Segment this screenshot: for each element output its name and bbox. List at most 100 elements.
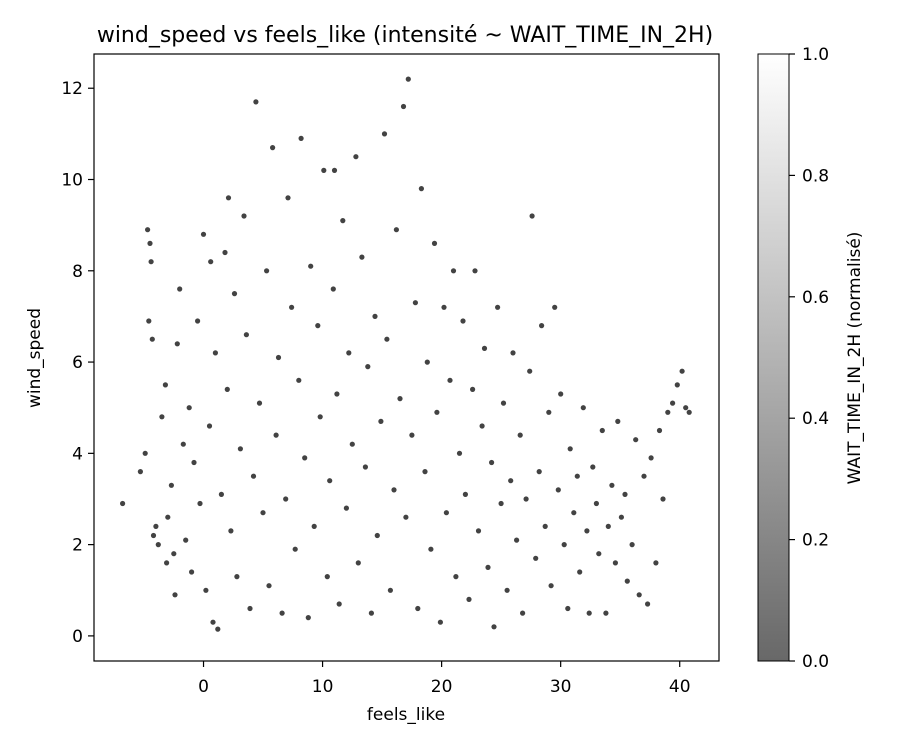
- data-point: [381, 131, 388, 137]
- x-axis-label: feels_like: [367, 705, 445, 725]
- data-point: [218, 491, 224, 497]
- data-point: [237, 446, 243, 452]
- data-point: [605, 523, 611, 530]
- data-point: [384, 336, 390, 342]
- data-point: [529, 213, 535, 219]
- data-point: [567, 446, 573, 452]
- data-point: [409, 432, 415, 438]
- data-point: [495, 304, 501, 310]
- colorbar-tick-label: 0.6: [802, 288, 829, 308]
- y-tick-label: 12: [61, 79, 83, 99]
- data-point: [590, 464, 596, 470]
- data-point: [266, 583, 272, 589]
- data-point: [359, 254, 365, 260]
- data-point: [397, 396, 403, 402]
- data-point: [660, 496, 666, 502]
- data-point: [289, 304, 295, 310]
- data-point: [283, 496, 289, 502]
- data-point: [174, 341, 180, 347]
- y-tick-label: 2: [72, 536, 83, 556]
- data-point: [558, 391, 564, 397]
- data-point: [155, 542, 161, 548]
- data-point: [472, 268, 478, 274]
- data-point: [378, 418, 384, 424]
- data-point: [533, 555, 539, 561]
- plot-frame: [93, 53, 720, 662]
- x-tick-label: 40: [669, 677, 691, 697]
- data-point: [520, 610, 526, 616]
- data-point: [470, 386, 476, 392]
- data-point: [200, 231, 207, 237]
- data-point: [171, 551, 177, 557]
- data-point: [656, 427, 663, 434]
- scatter-points: [120, 76, 692, 632]
- data-point: [270, 145, 276, 151]
- data-point: [665, 409, 671, 415]
- data-point: [622, 491, 628, 497]
- data-point: [460, 318, 466, 324]
- colorbar-ticks: 0.0 0.2 0.4 0.6 0.8 1.0: [789, 45, 829, 672]
- data-point: [146, 318, 152, 324]
- data-point: [247, 605, 253, 612]
- data-point: [191, 459, 197, 466]
- data-point: [599, 427, 605, 434]
- data-point: [308, 263, 314, 269]
- data-point: [539, 323, 545, 329]
- data-point: [231, 291, 238, 297]
- data-point: [393, 227, 399, 233]
- data-point: [674, 382, 680, 388]
- colorbar-label: WAIT_TIME_IN_2H (normalisé): [845, 232, 865, 485]
- data-point: [510, 350, 516, 356]
- chart-title: wind_speed vs feels_like (intensité ~ WA…: [97, 23, 713, 48]
- data-point: [186, 405, 192, 411]
- data-point: [183, 537, 189, 543]
- data-point: [481, 345, 488, 351]
- data-point: [142, 450, 148, 456]
- data-point: [228, 528, 234, 534]
- data-point: [670, 400, 676, 406]
- data-point: [542, 523, 548, 530]
- data-point: [641, 473, 647, 479]
- data-point: [203, 587, 209, 593]
- data-point: [215, 626, 221, 632]
- data-point: [353, 154, 359, 160]
- data-point: [324, 574, 330, 580]
- data-point: [636, 592, 642, 598]
- data-point: [418, 186, 424, 192]
- data-point: [365, 364, 371, 370]
- data-point: [645, 601, 651, 607]
- data-point: [571, 510, 577, 516]
- data-point: [296, 377, 302, 383]
- data-point: [633, 437, 639, 443]
- data-point: [253, 99, 259, 105]
- data-point: [208, 259, 214, 265]
- data-point: [462, 491, 468, 497]
- data-point: [475, 528, 482, 534]
- data-point: [374, 532, 380, 539]
- data-point: [453, 574, 459, 580]
- y-tick-label: 6: [72, 353, 83, 373]
- data-point: [164, 560, 170, 566]
- data-point: [466, 596, 472, 603]
- data-point: [450, 268, 457, 274]
- data-point: [206, 423, 213, 429]
- data-point: [593, 500, 600, 507]
- y-axis-label: wind_speed: [25, 308, 45, 408]
- data-point: [615, 418, 621, 424]
- data-point: [346, 350, 352, 356]
- data-point: [260, 510, 266, 516]
- data-point: [603, 610, 609, 616]
- data-point: [586, 610, 592, 616]
- data-point: [264, 268, 270, 274]
- data-point: [683, 405, 689, 411]
- data-point: [577, 569, 583, 575]
- data-point: [120, 500, 126, 507]
- data-point: [349, 441, 355, 447]
- data-point: [546, 409, 552, 415]
- data-point: [489, 459, 495, 466]
- data-point: [224, 386, 230, 392]
- data-point: [500, 400, 507, 406]
- x-tick-label: 30: [550, 677, 572, 697]
- data-point: [624, 578, 630, 584]
- data-point: [368, 610, 374, 616]
